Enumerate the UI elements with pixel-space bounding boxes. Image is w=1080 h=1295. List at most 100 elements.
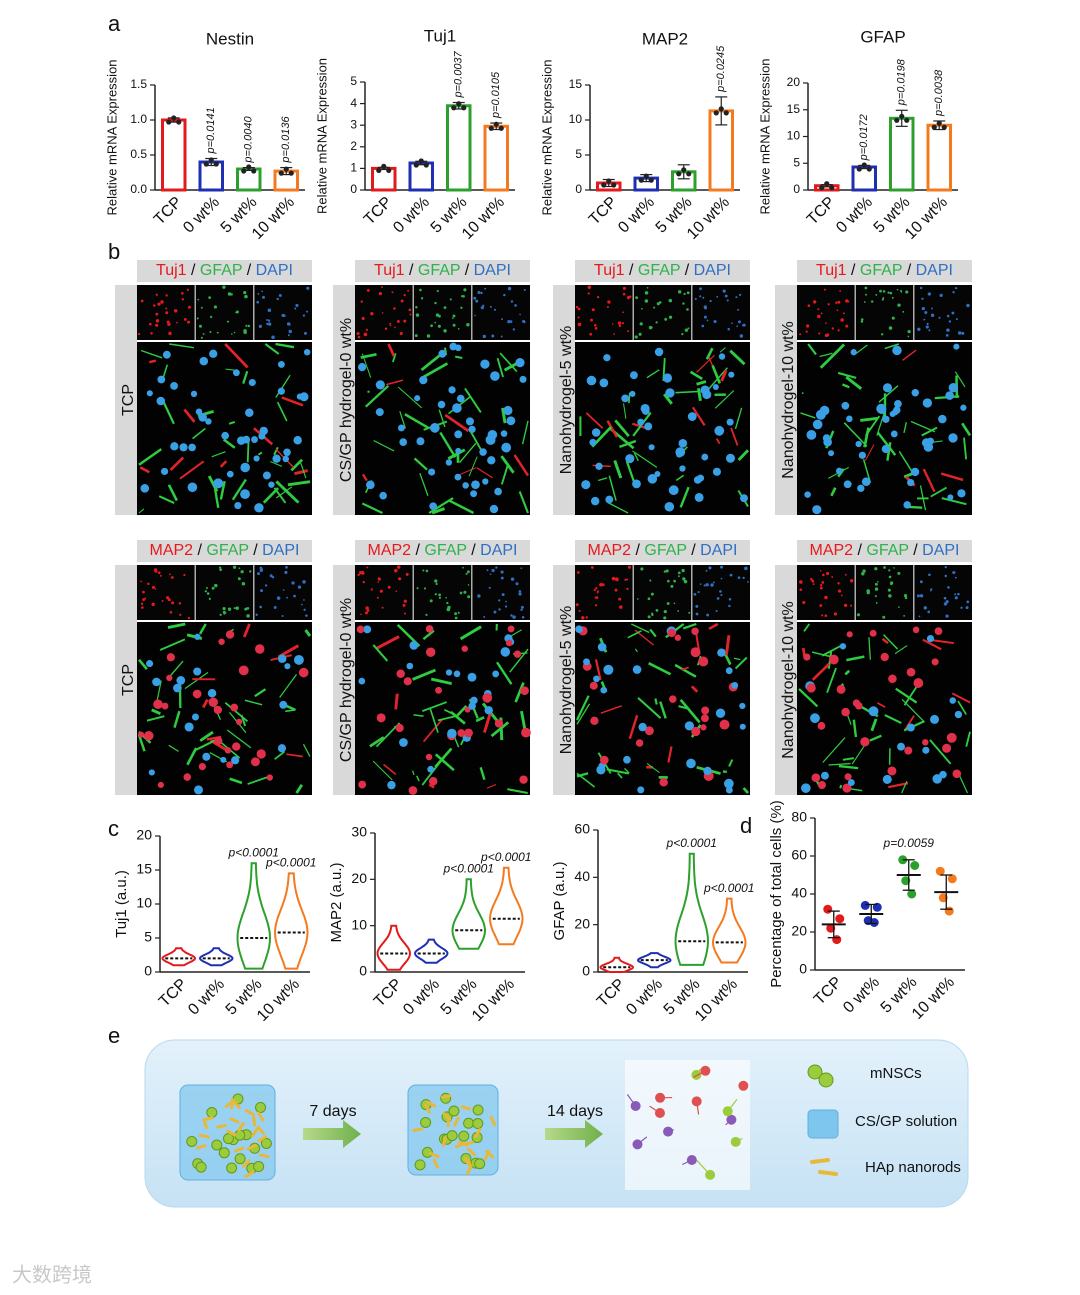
thumb-dot — [379, 589, 383, 593]
fiber — [929, 739, 952, 765]
legend-label: CS/GP solution — [855, 1113, 957, 1130]
thumb-dot — [391, 291, 394, 294]
nucleus — [890, 430, 898, 438]
fiber — [430, 677, 453, 686]
thumb-dot — [636, 598, 639, 600]
data-point — [498, 125, 504, 131]
thumb-dot — [197, 298, 200, 301]
fiber — [169, 343, 194, 349]
nucleus — [245, 408, 254, 418]
nucleus — [429, 777, 438, 786]
fiber — [941, 497, 967, 506]
stain-header: Tuj1 / GFAP / DAPI — [374, 262, 511, 279]
nucleus — [376, 713, 386, 723]
data-point — [931, 124, 937, 130]
nucleus — [448, 386, 456, 394]
thumb-dot — [381, 606, 384, 609]
fiber — [428, 783, 435, 789]
thumb-dot — [438, 593, 442, 597]
thumb-dot — [656, 302, 660, 306]
fiber — [386, 379, 404, 386]
thumb-dot — [819, 584, 823, 587]
nucleus — [375, 408, 384, 417]
thumb-dot — [467, 584, 470, 586]
nucleus — [454, 344, 462, 352]
nucleus — [231, 756, 240, 765]
thumb-dot — [462, 566, 464, 569]
separator: / — [687, 542, 700, 559]
nucleus — [268, 481, 275, 488]
fiber — [842, 383, 850, 389]
fiber — [921, 426, 938, 437]
thumb-dot — [362, 580, 365, 584]
nucleus — [823, 437, 832, 447]
thumb-dot — [655, 609, 659, 612]
thumb-dot — [695, 604, 699, 608]
thumb-dot — [218, 566, 222, 569]
thumb-dot — [389, 324, 392, 327]
nucleus — [835, 467, 843, 475]
y-tick-label: 10 — [136, 895, 152, 911]
thumb-dot — [879, 289, 882, 293]
nucleus — [482, 692, 493, 703]
nucleus — [700, 714, 709, 723]
fiber — [691, 406, 706, 426]
legend-cell — [807, 1064, 823, 1080]
thumb-dot — [844, 573, 847, 576]
nucleus — [583, 658, 590, 666]
thumb-dot — [900, 291, 903, 293]
condition-label: TCP — [120, 664, 137, 696]
fiber — [898, 450, 914, 473]
fiber — [207, 475, 219, 492]
thumb-dot — [611, 576, 616, 581]
thumb-dot — [287, 334, 290, 337]
error-bar — [902, 859, 915, 891]
fiber — [501, 407, 507, 424]
thumb-dot — [907, 329, 911, 334]
thumb-dot — [923, 318, 926, 321]
stain-name: Tuj1 — [156, 262, 187, 279]
nucleus — [703, 766, 712, 776]
thumb-dot — [576, 571, 580, 574]
thumb-dot — [394, 568, 398, 573]
header-bar — [575, 540, 750, 562]
thumb-dot — [437, 324, 441, 328]
nucleus — [490, 371, 500, 381]
nucleus — [717, 648, 726, 657]
thumb-dot — [425, 569, 429, 573]
nucleus — [860, 737, 870, 747]
data-point — [601, 182, 607, 188]
fiber — [167, 484, 178, 502]
neurite — [696, 1101, 700, 1115]
thumb-dot — [399, 331, 403, 336]
thumb-dot — [954, 593, 957, 596]
fiber — [847, 715, 852, 725]
data-point — [283, 166, 289, 172]
chart-title: Tuj1 — [424, 26, 456, 45]
micrograph — [575, 342, 750, 515]
data-point — [611, 182, 617, 188]
condition-label: Nanohydrogel-10 wt% — [780, 321, 797, 478]
nucleus — [456, 394, 465, 403]
thumb-dot — [874, 595, 877, 598]
fiber — [167, 622, 186, 630]
thumb-dot — [204, 590, 207, 593]
thumb-dot — [903, 593, 908, 598]
fiber — [903, 422, 907, 433]
nucleus — [603, 354, 611, 362]
condition-label: Nanohydrogel-5 wt% — [558, 326, 575, 475]
nucleus — [298, 667, 309, 678]
cell — [195, 1161, 207, 1173]
thumb-dot — [952, 571, 956, 575]
separator: / — [847, 262, 860, 279]
error-bar — [865, 903, 878, 925]
thumb-dot — [512, 615, 516, 619]
nucleus — [283, 448, 291, 457]
nucleus — [184, 722, 194, 732]
thumb-dot — [273, 606, 277, 609]
header-bar — [355, 260, 530, 282]
nucleus — [187, 482, 198, 493]
thumb-dot — [799, 580, 803, 584]
fiber — [404, 413, 429, 429]
arrow — [303, 1120, 361, 1148]
